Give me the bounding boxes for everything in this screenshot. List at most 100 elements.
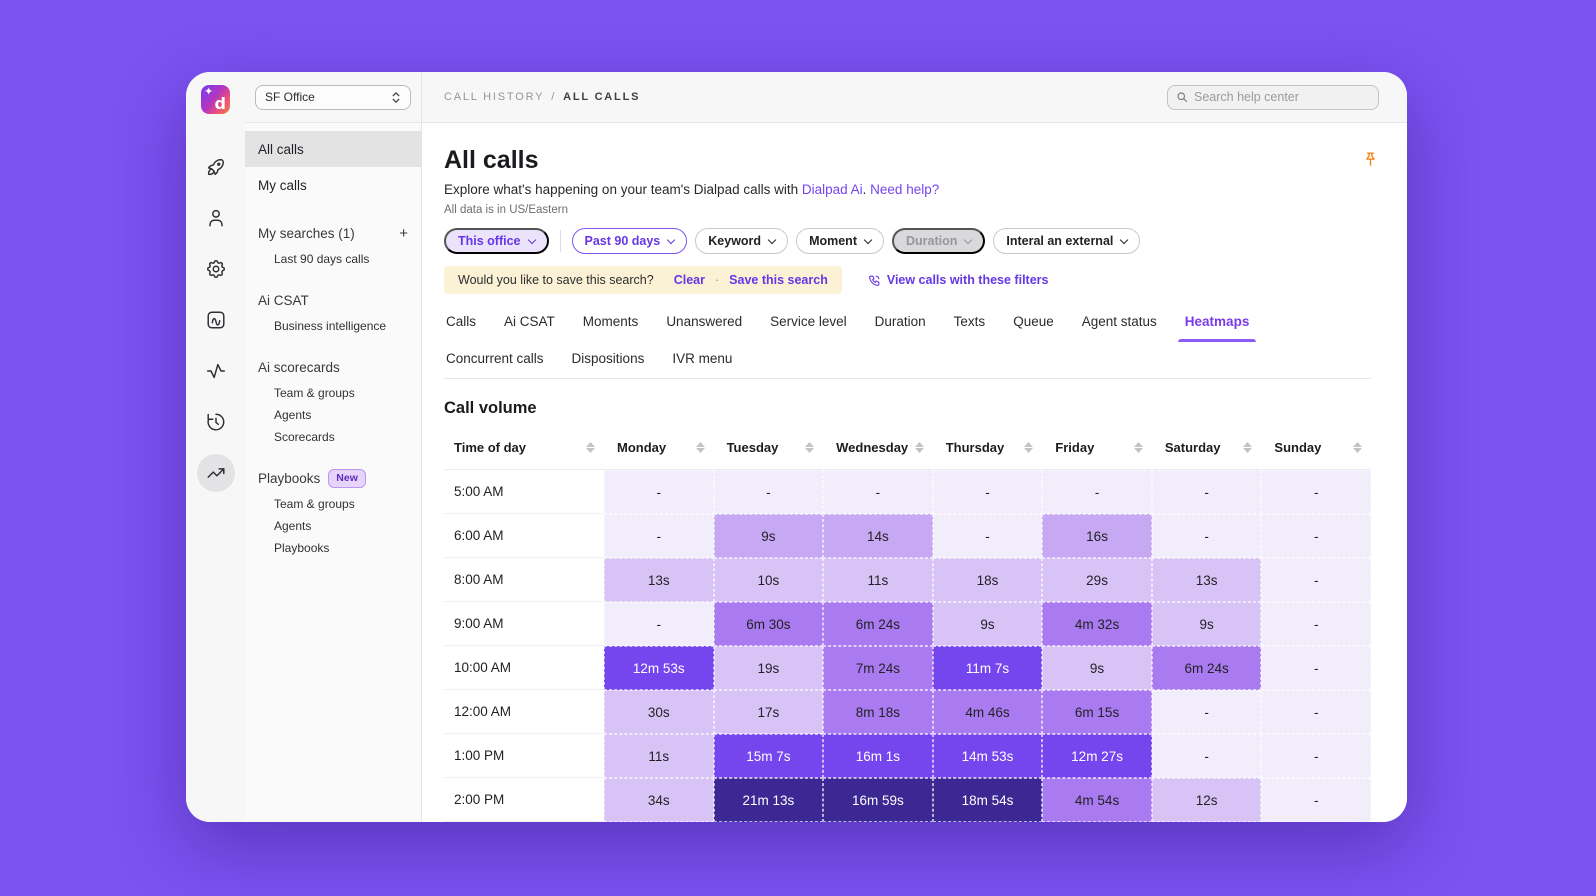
breadcrumb-all-calls[interactable]: ALL CALLS (563, 91, 641, 103)
tab-heatmaps[interactable]: Heatmaps (1177, 306, 1256, 342)
sidebar-item-ai-csat[interactable]: Ai CSAT (245, 285, 421, 315)
heatmap-cell: 18s (932, 558, 1043, 602)
row-label-6-00-am: 6:00 AM (444, 514, 604, 558)
rocket-icon[interactable] (197, 148, 235, 186)
sidebar-item-label: Team & groups (274, 497, 355, 511)
sidebar-item-ai-scorecards[interactable]: Ai scorecards (245, 352, 421, 382)
need-help-link[interactable]: Need help? (870, 182, 940, 197)
heatmap-cell: 18m 54s (932, 778, 1043, 822)
heatmap-cell: 34s (604, 778, 714, 822)
office-selector[interactable]: SF Office (255, 84, 411, 110)
column-header-time-of-day[interactable]: Time of day (444, 426, 604, 470)
tab-ai-csat[interactable]: Ai CSAT (502, 306, 557, 341)
timezone-note: All data is in US/Eastern (444, 204, 569, 216)
sidebar-item-agents[interactable]: Agents (245, 404, 421, 426)
tab-duration[interactable]: Duration (873, 306, 928, 341)
column-header-label: Tuesday (726, 440, 779, 455)
tab-agent-status[interactable]: Agent status (1080, 306, 1159, 341)
heatmap-cell: - (932, 470, 1043, 514)
tab-service-level[interactable]: Service level (768, 306, 849, 341)
tab-queue[interactable]: Queue (1011, 306, 1056, 341)
view-calls-link[interactable]: View calls with these filters (868, 273, 1048, 287)
sidebar-item-scorecards[interactable]: Scorecards (245, 426, 421, 448)
filter-chip-past-90-days[interactable]: Past 90 days (571, 228, 688, 254)
help-search[interactable] (1167, 84, 1379, 110)
sidebar-item-label: Playbooks (258, 470, 321, 486)
chevron-down-icon (527, 235, 536, 244)
sort-icon[interactable] (695, 442, 705, 453)
tab-calls[interactable]: Calls (444, 306, 478, 341)
sidebar-item-business-intelligence[interactable]: Business intelligence (245, 315, 421, 337)
dialpad-ai-link[interactable]: Dialpad Ai (801, 182, 863, 197)
sort-icon[interactable] (805, 442, 815, 453)
sidebar-item-playbooks[interactable]: Playbooks New (245, 463, 421, 493)
filter-chip-label: Moment (809, 234, 857, 248)
column-header-wednesday[interactable]: Wednesday (823, 426, 933, 470)
pin-icon[interactable] (1362, 151, 1379, 173)
heatmap-cell: - (1261, 470, 1371, 514)
history-icon[interactable] (197, 403, 235, 441)
settings-gear-icon[interactable] (197, 250, 235, 288)
sidebar-item-playbooks[interactable]: Playbooks (245, 537, 421, 559)
sidebar-item-label: Ai CSAT (258, 292, 309, 308)
clear-button[interactable]: Clear (673, 273, 705, 287)
save-search-button[interactable]: Save this search (729, 273, 828, 287)
tab-ivr-menu[interactable]: IVR menu (670, 343, 734, 378)
trending-up-icon[interactable] (196, 454, 235, 492)
sort-icon[interactable] (1133, 442, 1143, 453)
column-header-friday[interactable]: Friday (1042, 426, 1152, 470)
heatmap-cell: 9s (713, 514, 824, 558)
heatmap-cell: - (604, 514, 714, 558)
tab-unanswered[interactable]: Unanswered (664, 306, 744, 341)
tab-dispositions[interactable]: Dispositions (570, 343, 647, 378)
column-header-tuesday[interactable]: Tuesday (713, 426, 824, 470)
filter-chip-keyword[interactable]: Keyword (695, 228, 789, 254)
column-header-sunday[interactable]: Sunday (1261, 426, 1371, 470)
filter-chip-label: This office (458, 234, 521, 248)
dialpad-logo[interactable]: ✦ d (201, 85, 230, 114)
search-input[interactable] (1194, 90, 1370, 104)
sidebar-item-team-groups[interactable]: Team & groups (245, 493, 421, 515)
sidebar-item-all-calls[interactable]: All calls (245, 131, 421, 167)
filter-chip-label: Keyword (708, 234, 762, 248)
sidebar-item-last-90-days-calls[interactable]: Last 90 days calls (245, 248, 421, 270)
add-search-button[interactable]: + (399, 224, 408, 242)
tab-label: Moments (582, 314, 639, 329)
heatmap-cell: - (823, 470, 933, 514)
sort-icon[interactable] (914, 442, 924, 453)
sidebar-item-my-searches-1[interactable]: My searches (1) + (245, 218, 421, 248)
section-title: Call volume (444, 399, 537, 417)
ai-notes-icon[interactable] (197, 301, 235, 339)
column-header-monday[interactable]: Monday (604, 426, 714, 470)
column-header-thursday[interactable]: Thursday (932, 426, 1043, 470)
tab-concurrent-calls[interactable]: Concurrent calls (444, 343, 546, 378)
filter-chip-moment[interactable]: Moment (796, 228, 884, 254)
heatmap-cell: 13s (604, 558, 714, 602)
top-bar: CALL HISTORY / ALL CALLS (422, 72, 1407, 123)
filter-chip-duration[interactable]: Duration (891, 228, 986, 254)
activity-pulse-icon[interactable] (197, 352, 235, 390)
heatmap-cell: - (1042, 470, 1152, 514)
tab-label: Heatmaps (1184, 314, 1250, 329)
breadcrumb-call-history[interactable]: CALL HISTORY (444, 91, 545, 103)
logo-letter: d (214, 94, 226, 113)
heatmap-cell: 30s (604, 690, 714, 734)
sort-icon[interactable] (1243, 442, 1253, 453)
tab-texts[interactable]: Texts (952, 306, 988, 341)
sidebar-item-agents[interactable]: Agents (245, 515, 421, 537)
heatmap-cell: 6m 30s (713, 602, 824, 646)
column-header-saturday[interactable]: Saturday (1151, 426, 1262, 470)
sidebar-item-my-calls[interactable]: My calls (245, 167, 421, 203)
tab-moments[interactable]: Moments (581, 306, 641, 341)
user-icon[interactable] (197, 199, 235, 237)
sidebar-item-label: Playbooks (274, 541, 330, 555)
sidebar-item-label: Last 90 days calls (274, 252, 370, 266)
filter-chip-this-office[interactable]: This office (444, 228, 549, 254)
heatmap-cell: 4m 54s (1042, 778, 1152, 822)
sort-icon[interactable] (1024, 442, 1034, 453)
filter-chip-interal-an-external[interactable]: Interal an external (993, 228, 1141, 254)
sparkle-icon: ✦ (204, 86, 214, 98)
sidebar-item-team-groups[interactable]: Team & groups (245, 382, 421, 404)
sort-icon[interactable] (1352, 442, 1362, 453)
sort-icon[interactable] (586, 442, 595, 453)
